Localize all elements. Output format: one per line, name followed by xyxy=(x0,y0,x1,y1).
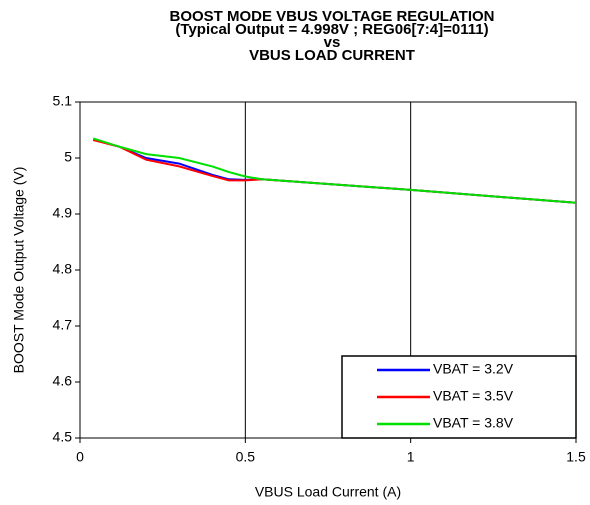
legend-label: VBAT = 3.5V xyxy=(433,388,514,404)
y-tick-label: 4.5 xyxy=(53,429,73,445)
line-series xyxy=(92,137,577,204)
y-tick-label: 4.7 xyxy=(53,317,73,333)
x-axis-label: VBUS Load Current (A) xyxy=(255,484,401,500)
chart-title: VBUS LOAD CURRENT xyxy=(249,47,415,64)
chart-title: BOOST MODE VBUS VOLTAGE REGULATION xyxy=(169,8,494,25)
x-tick-label: 1 xyxy=(407,449,415,465)
x-tick-label: 1.5 xyxy=(566,449,586,465)
chart-title: (Typical Output = 4.998V ; REG06[7:4]=01… xyxy=(175,21,488,38)
legend-label: VBAT = 3.2V xyxy=(433,361,514,377)
legend-label: VBAT = 3.8V xyxy=(433,415,514,431)
x-tick-label: 0.5 xyxy=(236,449,256,465)
y-tick-label: 5.1 xyxy=(53,93,73,109)
y-tick-label: 4.8 xyxy=(53,261,73,277)
chart-title: vs xyxy=(324,34,341,51)
y-axis-label: BOOST Mode Output Voltage (V) xyxy=(11,167,27,374)
y-tick-label: 5 xyxy=(64,149,72,165)
y-tick-label: 4.9 xyxy=(53,205,73,221)
y-tick-label: 4.6 xyxy=(53,373,73,389)
x-tick-label: 0 xyxy=(76,449,84,465)
